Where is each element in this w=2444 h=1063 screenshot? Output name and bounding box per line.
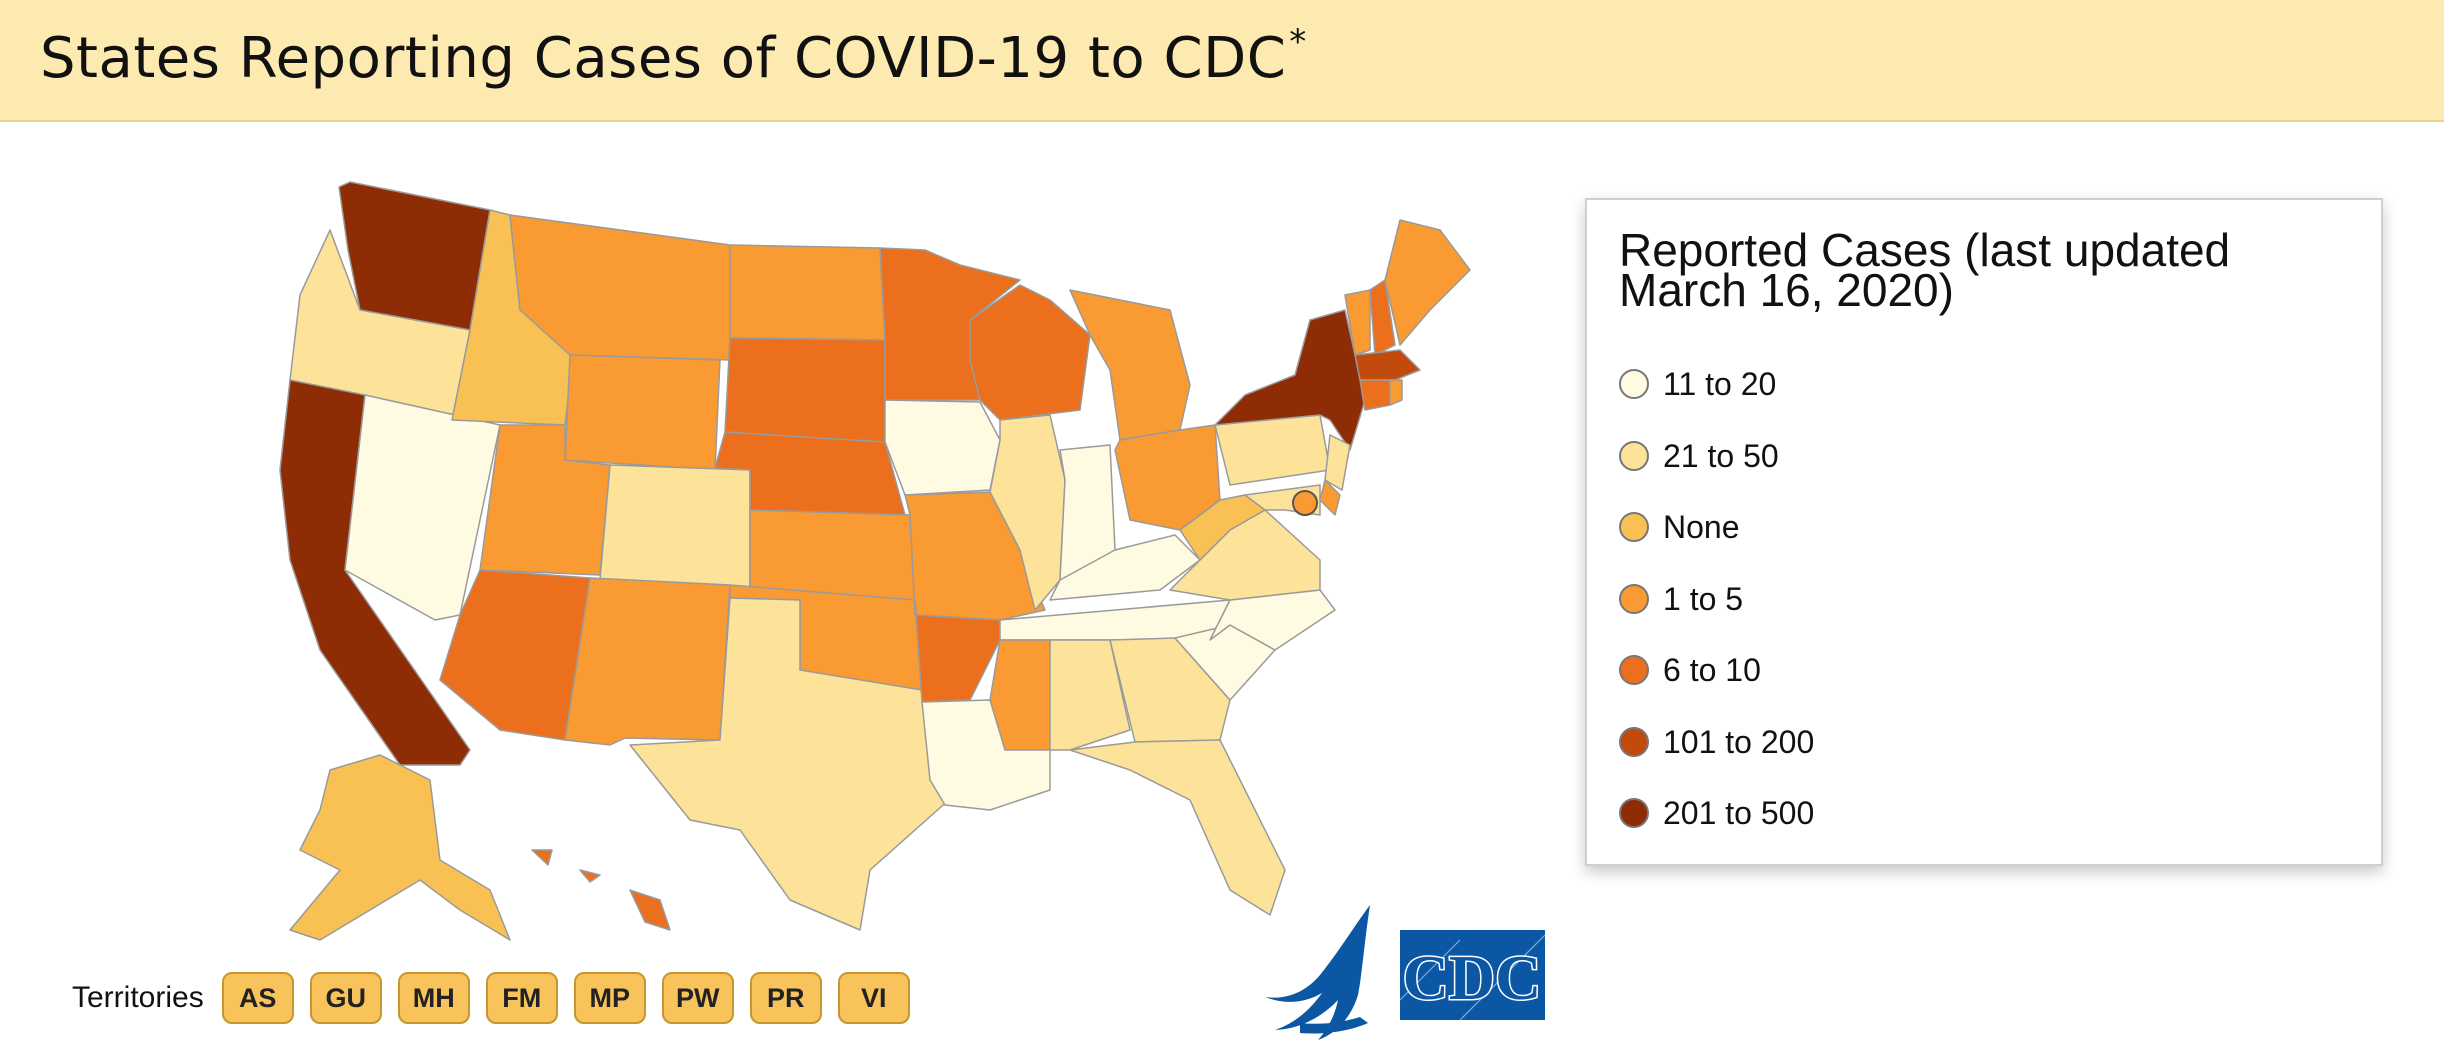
legend-swatch xyxy=(1619,512,1649,542)
legend-item: None xyxy=(1619,507,1740,547)
legend-item: 6 to 10 xyxy=(1619,650,1761,690)
legend-label: 6 to 10 xyxy=(1663,651,1761,688)
state-MI[interactable] xyxy=(1069,289,1191,441)
legend-swatch xyxy=(1619,798,1649,828)
territory-button-gu[interactable]: GU xyxy=(309,972,382,1024)
legend-swatch xyxy=(1619,727,1649,757)
state-WA[interactable] xyxy=(338,181,491,331)
cdc-logo-text: CDC xyxy=(1403,942,1542,1013)
territory-button-pw[interactable]: PW xyxy=(661,972,734,1024)
legend-swatch xyxy=(1619,441,1649,471)
state-ND[interactable] xyxy=(729,244,886,341)
legend-item: 201 to 500 xyxy=(1619,793,1814,833)
state-NH[interactable] xyxy=(1369,279,1396,356)
page-title: States Reporting Cases of COVID-19 to CD… xyxy=(40,22,1307,91)
state-WI[interactable] xyxy=(969,284,1091,421)
state-WY[interactable] xyxy=(564,354,721,471)
state-HI[interactable] xyxy=(531,849,671,931)
territory-button-pr[interactable]: PR xyxy=(749,972,822,1024)
legend-label: 11 to 20 xyxy=(1663,365,1777,402)
state-MA[interactable] xyxy=(1354,349,1421,381)
state-NJ[interactable] xyxy=(1324,434,1351,491)
state-DC[interactable] xyxy=(1292,490,1318,516)
state-AL[interactable] xyxy=(1049,639,1131,751)
state-NM[interactable] xyxy=(564,577,731,746)
territory-button-mh[interactable]: MH xyxy=(397,972,470,1024)
state-PA[interactable] xyxy=(1214,414,1331,486)
legend-label: 21 to 50 xyxy=(1663,437,1779,474)
legend-item: 1 to 5 xyxy=(1619,579,1743,619)
state-IA[interactable] xyxy=(884,399,1001,496)
legend-label: 201 to 500 xyxy=(1663,794,1815,831)
territory-button-mp[interactable]: MP xyxy=(573,972,646,1024)
logos: CDC xyxy=(1265,905,1546,1040)
state-FL[interactable] xyxy=(1069,739,1286,916)
legend-title: Reported Cases (last updated March 16, 2… xyxy=(1619,224,2231,316)
legend-label: 1 to 5 xyxy=(1663,580,1744,617)
us-map xyxy=(279,181,1471,941)
state-CT[interactable] xyxy=(1359,379,1391,411)
legend-swatch xyxy=(1619,584,1649,614)
state-KS[interactable] xyxy=(749,509,916,601)
cdc-logo: CDC xyxy=(1399,930,1546,1021)
title-asterisk: * xyxy=(1289,22,1307,62)
territory-button-vi[interactable]: VI xyxy=(837,972,910,1024)
territories-bar: Territories AS GU MH FM MP PW PR VI xyxy=(72,970,926,1026)
legend-label: 101 to 200 xyxy=(1663,723,1815,760)
state-ME[interactable] xyxy=(1384,219,1471,346)
state-GA[interactable] xyxy=(1109,637,1231,743)
state-DE[interactable] xyxy=(1319,479,1341,516)
state-CO[interactable] xyxy=(599,464,751,591)
legend-item: 21 to 50 xyxy=(1619,436,1779,476)
hhs-eagle-logo xyxy=(1265,905,1370,1040)
territory-button-fm[interactable]: FM xyxy=(485,972,558,1024)
legend-label: None xyxy=(1663,508,1740,545)
territory-button-as[interactable]: AS xyxy=(221,972,294,1024)
state-MS[interactable] xyxy=(989,639,1051,751)
state-RI[interactable] xyxy=(1389,379,1403,406)
legend-panel: Reported Cases (last updated March 16, 2… xyxy=(1585,198,2383,866)
legend-item: 11 to 20 xyxy=(1619,364,1776,404)
state-IL[interactable] xyxy=(989,414,1066,611)
legend-swatch xyxy=(1619,369,1649,399)
state-VT[interactable] xyxy=(1344,289,1371,356)
state-AK[interactable] xyxy=(289,754,511,941)
legend-item: 101 to 200 xyxy=(1619,722,1814,762)
header-banner: States Reporting Cases of COVID-19 to CD… xyxy=(0,0,2444,122)
state-SD[interactable] xyxy=(724,337,886,443)
territories-label: Territories xyxy=(72,981,204,1014)
legend-swatch xyxy=(1619,655,1649,685)
